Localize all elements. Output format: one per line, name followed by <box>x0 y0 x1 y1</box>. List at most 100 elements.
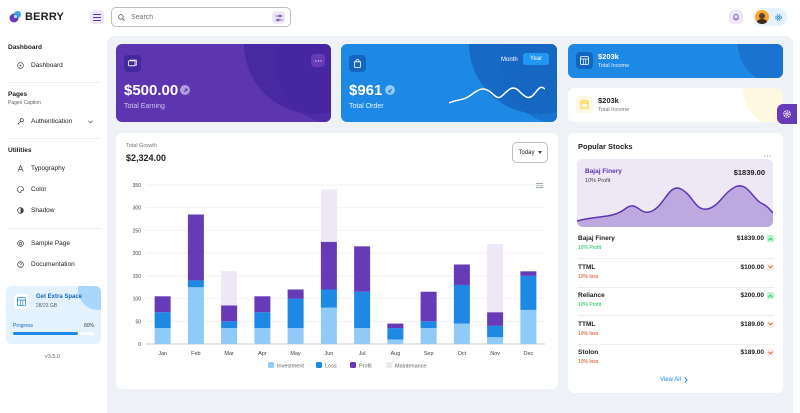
legend-label-profit: Profit <box>359 364 372 370</box>
credit-card-icon <box>128 59 137 67</box>
bar-investment-feb <box>187 287 204 344</box>
shadow-icon <box>17 207 24 214</box>
storage-size: 28/23 GB <box>36 303 58 309</box>
stock-row[interactable]: Reliance 10% Profit $200.00 <box>578 292 774 312</box>
view-all-link[interactable]: View All <box>660 377 688 383</box>
top-bar: BERRY <box>0 0 800 36</box>
customization-fab[interactable] <box>777 104 797 124</box>
bar-investment-aug <box>387 339 404 344</box>
stock-row[interactable]: TTML 10% loss $100.00 <box>578 263 774 284</box>
total-earning-card: $500.00 Total Earning <box>116 44 331 122</box>
bar-profit-mar <box>221 305 238 322</box>
x-tick-label: Jan <box>158 351 167 357</box>
view-all-label: View All <box>660 377 681 383</box>
search-filter-button[interactable] <box>272 11 285 24</box>
search-input[interactable] <box>131 13 261 21</box>
dashboard-icon <box>17 62 24 69</box>
bar-profit-sep <box>420 291 437 322</box>
period-select-value: Today <box>518 149 535 156</box>
y-tick-label: 350 <box>133 183 142 189</box>
y-tick-label: 100 <box>133 297 142 303</box>
sidebar-item-documentation[interactable]: Documentation <box>17 261 75 268</box>
sidebar-item-color[interactable]: Color <box>17 186 47 193</box>
stock-name: TTML <box>578 320 596 328</box>
notification-button[interactable] <box>729 10 743 24</box>
bar-loss-jan <box>154 312 171 329</box>
tab-year[interactable]: Year <box>523 53 550 65</box>
tab-month[interactable]: Month <box>501 57 518 63</box>
chart-menu-button[interactable] <box>536 175 545 188</box>
arrow-up-right-icon <box>183 88 187 92</box>
stock-change: 10% loss <box>578 330 599 337</box>
stocks-more-button[interactable] <box>764 144 772 157</box>
sidebar-item-label: Sample Page <box>31 240 71 247</box>
storage-title: Get Extra Space <box>36 294 83 300</box>
featured-stock-card: Bajaj Finery 10% Profit $1839.00 <box>577 159 773 227</box>
arrow-up-right-badge <box>180 85 190 95</box>
trend-down-badge <box>767 320 774 328</box>
bell-icon <box>733 14 739 21</box>
order-value: $961 <box>349 82 383 99</box>
sidebar-divider <box>8 228 100 229</box>
menu-toggle-button[interactable] <box>90 10 104 24</box>
settings-gear-icon <box>775 13 782 21</box>
menu-icon <box>536 183 543 188</box>
stock-change: 10% Profit <box>578 245 602 251</box>
sidebar-item-typography[interactable]: Typography <box>17 165 65 172</box>
featured-stock-price: $1839.00 <box>733 168 765 177</box>
x-tick-label: Feb <box>191 351 200 357</box>
bar-profit-apr <box>254 296 271 313</box>
stock-row[interactable]: Stolon 10% loss $189.00 <box>578 349 774 369</box>
stocks-title: Popular Stocks <box>578 142 633 151</box>
sidebar-item-shadow[interactable]: Shadow <box>17 207 55 214</box>
shopping-bag-icon <box>353 59 362 68</box>
dots-horizontal-icon <box>314 59 322 62</box>
sidebar-item-dashboard[interactable]: Dashboard <box>17 62 63 69</box>
income-label: Total Income <box>598 63 630 69</box>
stock-row[interactable]: Bajaj Finery 10% Profit $1839.00 <box>578 235 774 255</box>
storage-progress-bar <box>13 332 94 335</box>
sidebar-item-label: Documentation <box>31 261 75 268</box>
version-label: v3.5.0 <box>45 354 60 360</box>
arrow-down-left-icon <box>388 88 392 92</box>
stock-price: $189.00 <box>740 320 765 328</box>
sidebar-item-sample-page[interactable]: Sample Page <box>17 240 70 247</box>
sidebar-item-label: Typography <box>31 165 65 172</box>
bar-loss-sep <box>420 321 437 329</box>
storefront-icon <box>580 100 589 109</box>
progress-label: Progress <box>13 323 34 329</box>
order-sparkline <box>449 86 545 104</box>
y-tick-label: 250 <box>133 228 142 234</box>
chevron-up-icon <box>768 294 773 298</box>
period-select[interactable]: Today <box>512 142 548 163</box>
income-value: $203k <box>598 52 619 61</box>
bar-loss-feb <box>187 280 204 288</box>
chevron-up-icon <box>768 237 773 241</box>
y-tick-label: 150 <box>133 274 142 280</box>
brand-logo[interactable]: BERRY <box>9 10 64 23</box>
x-tick-label: Jul <box>359 351 366 357</box>
x-tick-label: Oct <box>458 351 467 357</box>
stock-divider <box>578 258 774 259</box>
stock-price: $189.00 <box>740 349 765 356</box>
y-tick-label: 200 <box>133 251 142 257</box>
bar-investment-jun <box>320 307 337 344</box>
y-tick-label: 50 <box>135 319 141 325</box>
sidebar-item-authentication[interactable]: Authentication <box>17 118 97 125</box>
income-value: $203k <box>598 96 619 105</box>
more-options-button[interactable] <box>311 54 325 67</box>
bar-loss-dec <box>520 275 537 310</box>
stock-row[interactable]: TTML 10% loss $189.00 <box>578 320 774 341</box>
sidebar-section-pages: Pages <box>8 91 28 98</box>
legend-label-loss: Loss <box>325 364 337 370</box>
stock-change: 10% loss <box>578 359 599 365</box>
bar-investment-nov <box>487 337 504 344</box>
profile-button[interactable] <box>753 8 787 26</box>
bar-maintenance-nov <box>487 244 504 313</box>
bar-investment-oct <box>453 323 470 344</box>
x-tick-label: Dec <box>523 351 533 357</box>
stock-divider <box>578 343 774 345</box>
bar-investment-mar <box>221 328 238 344</box>
palette-icon <box>17 186 24 193</box>
y-tick-label: 0 <box>138 342 141 348</box>
